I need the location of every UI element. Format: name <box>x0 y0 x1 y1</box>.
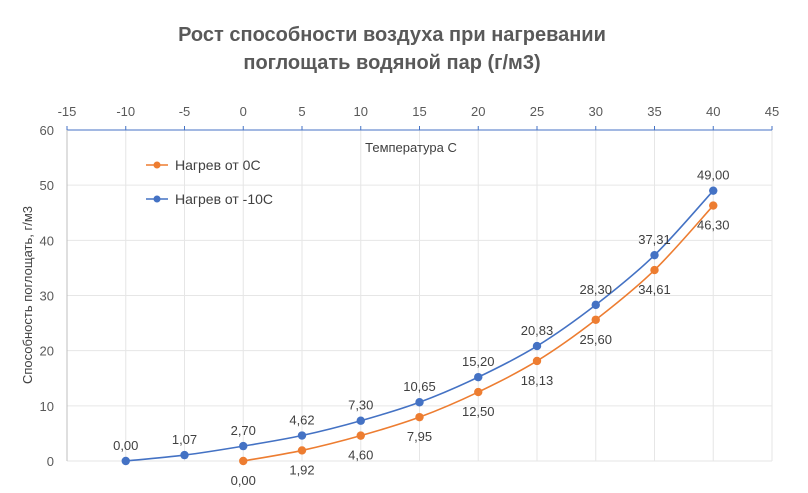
y-tick-label: 50 <box>40 178 54 193</box>
series: 0,00 1,92 4,60 7,95 12,50 18,13 25,60 34,61 46,3… <box>113 168 729 488</box>
y-axis-title: Способность поглощать, г/м3 <box>20 206 35 384</box>
series-line <box>243 205 714 462</box>
data-label: 2,70 <box>231 423 256 438</box>
series-0: 0,00 1,92 4,60 7,95 12,50 18,13 25,60 34,61 46,3… <box>231 201 730 488</box>
data-label: 0,00 <box>231 473 256 488</box>
x-tick-label: 30 <box>589 104 603 119</box>
data-label: 1,07 <box>172 432 197 447</box>
legend-swatch-marker <box>153 161 161 169</box>
data-point <box>121 456 130 466</box>
x-axis-title: Температура C <box>365 140 457 155</box>
data-label: 20,83 <box>521 323 554 338</box>
data-point <box>239 441 248 451</box>
x-tick-label: 0 <box>240 104 247 119</box>
data-label: 0,00 <box>113 438 138 453</box>
legend-label: Нагрев от 0С <box>175 157 261 173</box>
data-point <box>650 265 659 275</box>
y-tick-label: 40 <box>40 233 54 248</box>
x-tick-label: 15 <box>412 104 426 119</box>
data-point <box>709 186 718 195</box>
legend-swatch-marker <box>153 195 161 203</box>
data-label: 7,30 <box>348 398 373 413</box>
x-tick-label: 35 <box>647 104 661 119</box>
y-tick-label: 30 <box>40 289 54 304</box>
legend-label: Нагрев от -10С <box>175 191 273 207</box>
data-point <box>474 387 483 397</box>
data-label: 46,30 <box>697 218 730 233</box>
data-label: 7,95 <box>407 429 432 444</box>
data-point <box>591 300 600 310</box>
y-tick-label: 10 <box>40 399 54 414</box>
data-label: 1,92 <box>289 462 314 477</box>
data-point <box>297 431 307 440</box>
x-tick-label: 5 <box>298 104 305 119</box>
series-line <box>125 190 714 462</box>
data-point <box>239 456 248 466</box>
data-label: 49,00 <box>697 168 730 183</box>
data-point <box>532 341 542 351</box>
series-1: 0,00 1,07 2,70 4,62 7,30 10,65 15,20 20,83 28,30… <box>113 168 730 466</box>
x-tick-label: 40 <box>706 104 720 119</box>
x-tick-label: -15 <box>58 104 77 119</box>
data-label: 34,61 <box>638 282 671 297</box>
axes: -15 -10 -5 0 5 10 15 20 25 30 35 40 45 0 10 20 30 40 50 60 <box>40 104 780 469</box>
data-point <box>180 450 189 460</box>
data-point <box>356 416 365 425</box>
data-label: 18,13 <box>521 373 554 388</box>
x-tick-label: -5 <box>179 104 191 119</box>
data-point <box>415 398 424 407</box>
legend: Нагрев от 0С Нагрев от -10С <box>146 157 273 207</box>
x-tick-label: 10 <box>354 104 368 119</box>
chart-title-line1: Рост способности воздуха при нагревании <box>178 24 606 46</box>
x-tick-label: 45 <box>765 104 779 119</box>
data-point <box>709 201 718 210</box>
y-tick-label: 60 <box>40 123 54 138</box>
x-tick-label: 25 <box>530 104 544 119</box>
x-tick-label: 20 <box>471 104 485 119</box>
data-label: 10,65 <box>403 379 436 394</box>
data-point <box>532 356 542 366</box>
data-label: 37,31 <box>638 232 671 247</box>
data-point <box>356 431 365 440</box>
data-label: 28,30 <box>579 282 612 297</box>
y-tick-label: 0 <box>47 454 54 469</box>
data-label: 4,60 <box>348 448 373 463</box>
data-point <box>415 412 424 422</box>
data-point <box>474 372 483 382</box>
data-label: 15,20 <box>462 354 495 369</box>
data-label: 4,62 <box>289 413 314 428</box>
gridlines <box>66 129 773 462</box>
x-tick-label: -10 <box>116 104 135 119</box>
data-label: 25,60 <box>579 332 612 347</box>
data-point <box>297 446 307 455</box>
y-tick-label: 20 <box>40 344 54 359</box>
data-point <box>650 250 659 260</box>
data-point <box>591 315 600 324</box>
chart-title-line2: поглощать водяной пар (г/м3) <box>243 52 540 74</box>
data-label: 12,50 <box>462 404 495 419</box>
